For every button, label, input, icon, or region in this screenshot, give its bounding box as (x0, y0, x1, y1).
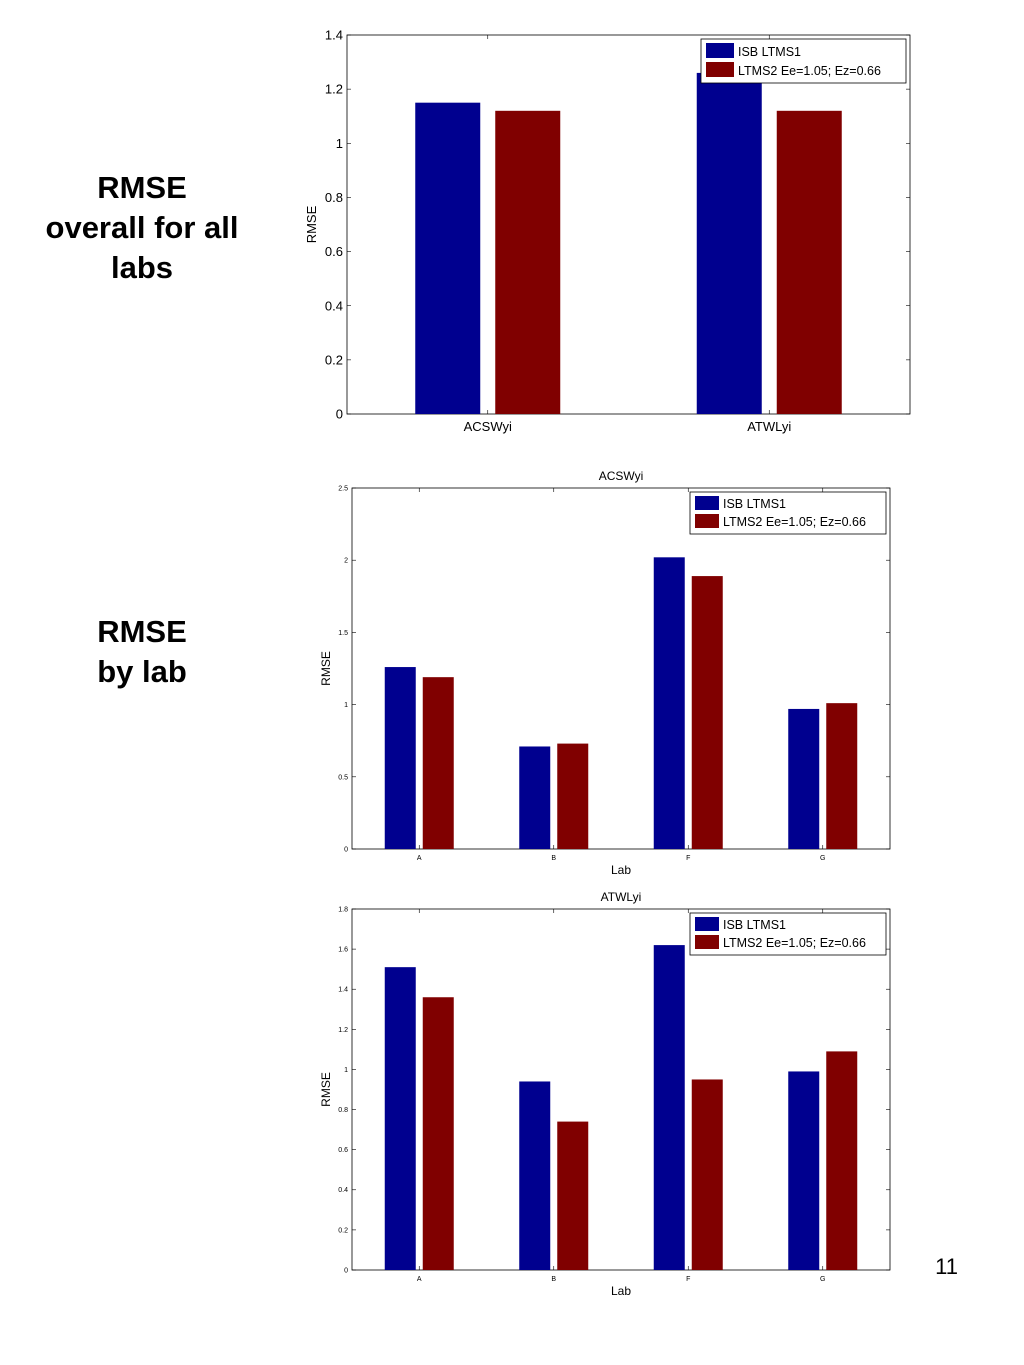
y-axis-label: RMSE (319, 651, 333, 686)
by-lab-label: RMSE by lab (10, 612, 274, 692)
y-tick-label: 2 (344, 558, 348, 565)
by-lab-label-line: by lab (97, 654, 187, 689)
bar-atwlyi-series-1 (696, 72, 762, 415)
y-tick-label: 0 (336, 407, 343, 422)
chart-title: ACSWyi (599, 469, 644, 483)
overall-label: RMSE overall for all labs (10, 168, 274, 288)
bar-chart-2: 0 0.5 1 1.5 2 2.5 RMSE ACSWyi Lab A B F G ISB LTMS1 LT… (319, 469, 891, 877)
legend-swatch-series-1 (695, 917, 719, 931)
y-tick-label: 0.2 (338, 1227, 348, 1234)
by-lab-label-line: RMSE (97, 614, 187, 649)
bar-b-series-2 (557, 743, 589, 849)
legend: ISB LTMS1 LTMS2 Ee=1.05; Ez=0.66 (689, 912, 887, 956)
y-tick-label: 0.6 (325, 244, 343, 259)
bar-a-series-1 (384, 667, 416, 849)
x-axis-label: Lab (611, 863, 631, 877)
y-axis-label: RMSE (319, 1072, 333, 1107)
legend-label-series-2: LTMS2 Ee=1.05; Ez=0.66 (723, 936, 866, 950)
legend-box (689, 912, 887, 956)
bar-a-series-2 (422, 997, 454, 1270)
chart-title: ATWLyi (601, 890, 642, 904)
legend-swatch-series-2 (695, 514, 719, 528)
bar-f-series-2 (691, 1079, 723, 1270)
bar-f-series-2 (691, 576, 723, 849)
y-tick-label: 2.5 (338, 485, 348, 492)
bar-f-series-1 (653, 945, 685, 1270)
legend-label-series-2: LTMS2 Ee=1.05; Ez=0.66 (738, 64, 881, 78)
bar-b-series-1 (519, 746, 551, 849)
legend-swatch-series-1 (695, 496, 719, 510)
x-axis-label: Lab (611, 1284, 631, 1298)
legend: ISB LTMS1 LTMS2 Ee=1.05; Ez=0.66 (689, 491, 887, 535)
y-tick-label: 0.8 (325, 190, 343, 205)
y-axis-label: RMSE (304, 205, 319, 243)
x-tick-label: F (686, 1276, 690, 1283)
bar-g-series-1 (788, 1071, 820, 1270)
legend-box (700, 38, 907, 84)
legend-swatch-series-1 (706, 43, 734, 58)
y-tick-label: 0.5 (338, 774, 348, 781)
bar-g-series-2 (826, 703, 858, 849)
y-tick-label: 1 (336, 136, 343, 151)
legend-label-series-1: ISB LTMS1 (723, 918, 786, 932)
bar-chart-1: 0 0.2 0.4 0.6 0.8 1 1.2 1.4 RMSE ACSWyi ATWLyi ISB … (304, 28, 911, 434)
y-tick-label: 0.2 (325, 352, 343, 367)
overall-label-line: labs (110, 250, 174, 285)
bar-atwlyi-series-2 (776, 110, 842, 415)
y-tick-label: 0.4 (325, 298, 343, 313)
x-tick-label: F (686, 855, 690, 862)
bar-a-series-1 (384, 967, 416, 1270)
legend-label-series-1: ISB LTMS1 (723, 497, 786, 511)
y-tick-label: 0.8 (338, 1107, 348, 1114)
x-tick-label: ACSWyi (464, 419, 512, 434)
legend-box (689, 491, 887, 535)
x-tick-label: A (417, 855, 422, 862)
x-tick-label: G (820, 1276, 825, 1283)
legend-label-series-2: LTMS2 Ee=1.05; Ez=0.66 (723, 515, 866, 529)
y-tick-label: 1 (344, 702, 348, 709)
bar-g-series-2 (826, 1051, 858, 1270)
bar-b-series-2 (557, 1121, 589, 1270)
y-tick-label: 0 (344, 1267, 348, 1274)
y-tick-label: 0.6 (338, 1147, 348, 1154)
y-tick-label: 1.6 (338, 947, 348, 954)
page-number: 11 (935, 1254, 958, 1279)
legend-label-series-1: ISB LTMS1 (738, 45, 801, 59)
y-tick-label: 1.5 (338, 630, 348, 637)
y-tick-label: 1.4 (325, 28, 343, 43)
x-tick-label: G (820, 855, 825, 862)
y-tick-label: 1 (344, 1067, 348, 1074)
plot-area-frame (351, 908, 891, 1271)
bar-g-series-1 (788, 708, 820, 849)
legend: ISB LTMS1 LTMS2 Ee=1.05; Ez=0.66 (700, 38, 907, 84)
overall-label-line: RMSE (97, 170, 187, 205)
x-tick-label: ATWLyi (747, 419, 791, 434)
plot-area-frame (346, 34, 911, 415)
y-tick-label: 0.4 (338, 1187, 348, 1194)
x-tick-label: B (551, 855, 556, 862)
y-tick-label: 1.2 (338, 1027, 348, 1034)
bar-f-series-1 (653, 557, 685, 849)
legend-swatch-series-2 (706, 62, 734, 77)
y-tick-label: 1.8 (338, 906, 348, 913)
y-tick-label: 1.2 (325, 82, 343, 97)
bar-b-series-1 (519, 1081, 551, 1270)
bar-acswyi-series-2 (495, 110, 561, 415)
bar-a-series-2 (422, 677, 454, 849)
overall-label-line: overall for all (45, 210, 239, 245)
bar-acswyi-series-1 (415, 102, 481, 414)
plot-area-frame (351, 487, 891, 850)
x-tick-label: A (417, 1276, 422, 1283)
x-tick-label: B (551, 1276, 556, 1283)
y-tick-label: 1.4 (338, 987, 348, 994)
bar-chart-3: 0 0.2 0.4 0.6 0.8 1 1.2 1.4 1.6 1.8 RMSE ATWLyi Lab A… (319, 890, 891, 1298)
legend-swatch-series-2 (695, 935, 719, 949)
y-tick-label: 0 (344, 846, 348, 853)
